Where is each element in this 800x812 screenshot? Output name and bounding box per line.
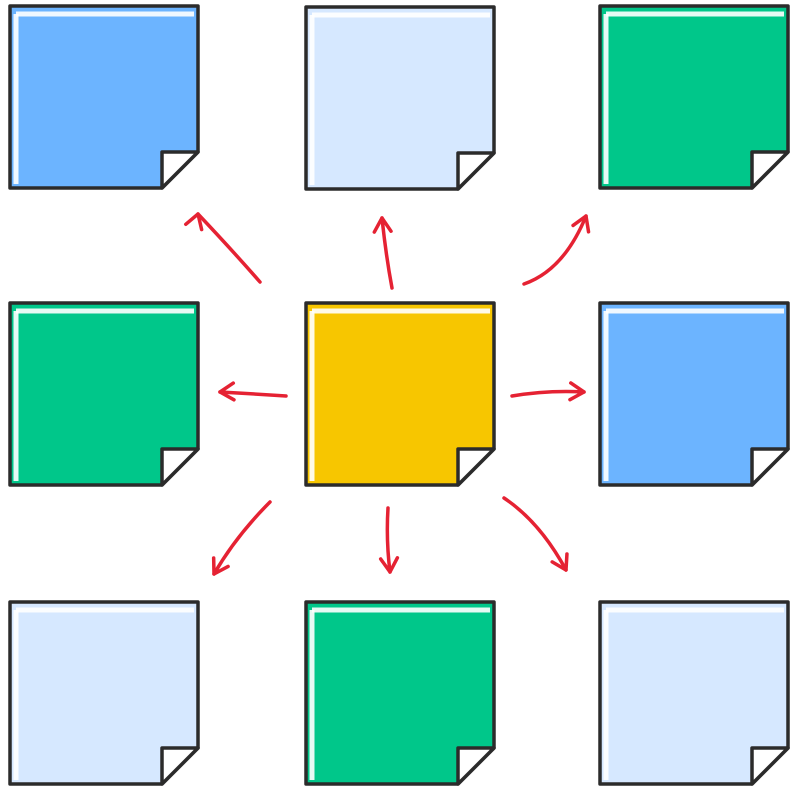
folded-corner-icon [160, 746, 200, 786]
arrow-down [378, 506, 400, 574]
arrow-left [218, 381, 288, 402]
sticky-note-bottom-left [8, 600, 200, 786]
arrow-shaft [218, 390, 288, 398]
sticky-note-middle-right [598, 301, 790, 487]
arrowhead-icon [218, 381, 236, 402]
folded-corner-icon [750, 447, 790, 487]
arrowhead-icon [571, 214, 591, 234]
arrow-shaft [510, 389, 586, 398]
folded-corner-icon [456, 746, 496, 786]
arrow-shaft [212, 500, 272, 576]
arrow-up [372, 216, 394, 290]
folded-corner-icon [456, 447, 496, 487]
arrow-down-right [502, 496, 569, 572]
arrowhead-icon [184, 212, 204, 232]
arrowhead-icon [211, 556, 230, 576]
folded-corner-icon [750, 150, 790, 190]
sticky-note-center [304, 301, 496, 487]
arrow-up-right [522, 214, 591, 286]
arrow-shaft [196, 212, 262, 284]
arrow-shaft [522, 214, 588, 286]
arrow-shaft [502, 496, 568, 572]
arrow-down-left [211, 500, 272, 576]
folded-corner-icon [750, 746, 790, 786]
sticky-note-bottom-right [598, 600, 790, 786]
arrowhead-icon [372, 216, 393, 234]
folded-corner-icon [456, 151, 496, 191]
arrow-shaft [380, 216, 394, 290]
arrow-shaft [385, 506, 392, 574]
sticky-note-top-left [8, 4, 200, 190]
folded-corner-icon [160, 150, 200, 190]
sticky-note-top-center [304, 5, 496, 191]
sticky-note-middle-left [8, 301, 200, 487]
arrowhead-icon [550, 552, 569, 572]
arrow-up-left [184, 212, 262, 284]
folded-corner-icon [160, 447, 200, 487]
sticky-note-bottom-center [304, 600, 496, 786]
sticky-note-top-right [598, 4, 790, 190]
arrow-right [510, 381, 586, 402]
arrowhead-icon [378, 556, 400, 574]
arrowhead-icon [568, 381, 586, 402]
